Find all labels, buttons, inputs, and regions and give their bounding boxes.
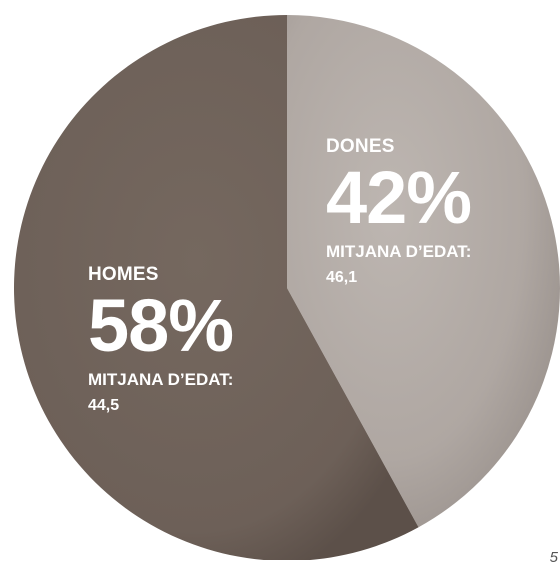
slice-label-dones: DONES 42% MITJANA D’EDAT: 46,1 bbox=[326, 136, 472, 286]
pie-slice-dones bbox=[287, 15, 560, 528]
slice-name-homes: HOMES bbox=[88, 264, 159, 285]
avg-age-label-homes: MITJANA D’EDAT: bbox=[88, 370, 234, 389]
avg-age-value-homes: 44,5 bbox=[88, 397, 120, 414]
avg-age-label-dones: MITJANA D’EDAT: bbox=[326, 242, 472, 261]
slice-percent-homes: 58% bbox=[88, 284, 234, 367]
slice-label-homes: HOMES 58% MITJANA D’EDAT: 44,5 bbox=[88, 264, 234, 414]
slice-name-dones: DONES bbox=[326, 136, 395, 157]
pie-slice-homes bbox=[14, 15, 419, 560]
slice-percent-dones: 42% bbox=[326, 156, 472, 239]
avg-age-value-dones: 46,1 bbox=[326, 269, 358, 286]
corner-mark: 5 bbox=[549, 549, 558, 566]
